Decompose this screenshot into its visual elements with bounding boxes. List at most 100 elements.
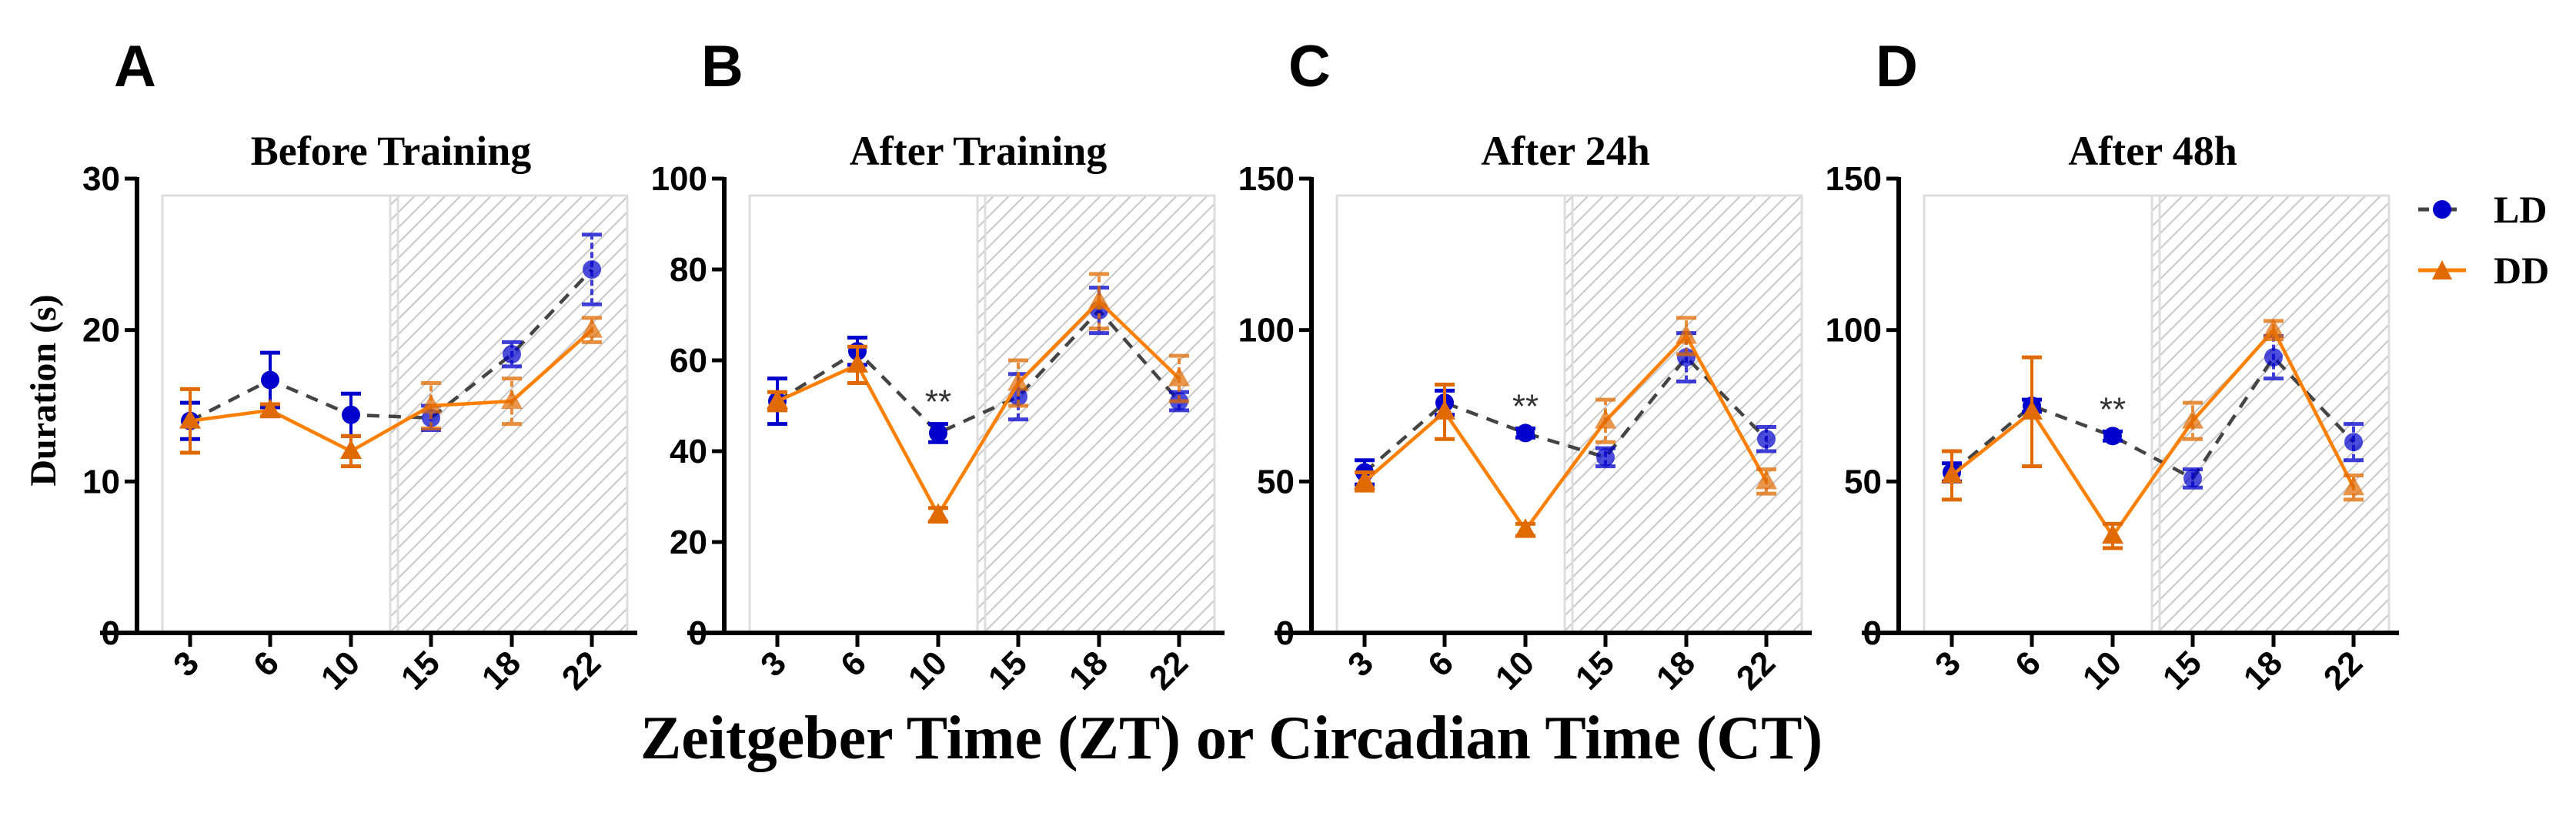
series-line xyxy=(1950,354,2355,481)
legend-label: LD xyxy=(2494,188,2547,231)
legend-label: DD xyxy=(2494,249,2549,292)
x-tick-label: 10 xyxy=(1488,644,1542,697)
y-tick-label: 150 xyxy=(1826,160,1882,198)
x-tick-label: 6 xyxy=(1421,644,1461,684)
panel-c: 0 50 100 150 3 6 10 15 18 22 ** After 24h C xyxy=(1238,34,1812,698)
y-tick-label: 50 xyxy=(1844,463,1882,500)
series-line xyxy=(1363,354,1768,474)
x-tick-label: 22 xyxy=(1729,644,1782,697)
dd-marker xyxy=(1515,518,1536,538)
x-tick-label: 18 xyxy=(475,644,528,697)
x-tick-label: 18 xyxy=(1062,644,1115,697)
x-tick-label: 10 xyxy=(901,644,954,697)
x-tick-label: 3 xyxy=(753,644,794,684)
dd-marker xyxy=(927,503,949,523)
series-line xyxy=(189,328,593,453)
dd-marker xyxy=(179,409,201,429)
x-tick-label: 10 xyxy=(314,644,367,697)
x-axis-title: Zeitgeber Time (ZT) or Circadian Time (C… xyxy=(640,704,1823,772)
ld-marker xyxy=(1516,423,1535,443)
y-tick-label: 0 xyxy=(102,614,120,652)
panel-letter: B xyxy=(701,34,743,99)
y-tick-label: 30 xyxy=(82,160,120,198)
legend-item-ld: LD xyxy=(2418,188,2547,231)
panel-title: After 48h xyxy=(2068,128,2237,174)
legend-item-dd: DD xyxy=(2418,249,2549,292)
error-bar xyxy=(2183,400,2203,441)
y-tick-label: 40 xyxy=(670,433,707,470)
series-dd xyxy=(179,316,603,469)
dd-marker xyxy=(2182,409,2203,429)
dd-marker xyxy=(2021,400,2043,420)
dd-marker xyxy=(1434,400,1455,420)
x-tick-label: 3 xyxy=(1928,644,1968,684)
y-tick-label: 0 xyxy=(1863,614,1882,652)
x-tick-label: 3 xyxy=(1341,644,1381,684)
legend: LD DD xyxy=(2418,188,2549,292)
significance-annotation: ** xyxy=(1512,388,1539,426)
ld-marker xyxy=(503,345,521,364)
ld-marker xyxy=(342,405,360,424)
x-tick-label: 6 xyxy=(834,644,874,684)
ld-marker xyxy=(2344,433,2363,452)
y-tick-label: 50 xyxy=(1257,463,1295,500)
dark-phase-region xyxy=(1563,194,1803,634)
panel-a: 0 10 20 30 3 6 10 15 18 22 Before Training A xyxy=(82,34,637,698)
ld-marker xyxy=(1596,447,1615,467)
y-axis-label: Duration (s) xyxy=(23,294,64,486)
x-tick-label: 15 xyxy=(394,644,447,697)
y-tick-label: 20 xyxy=(670,524,707,561)
panel-title: Before Training xyxy=(251,128,532,174)
ld-marker xyxy=(929,423,947,443)
panel-letter: D xyxy=(1876,34,1918,99)
dd-marker xyxy=(1354,470,1375,490)
dd-marker xyxy=(420,394,442,413)
legend-triangle-icon xyxy=(2432,260,2452,279)
dd-marker xyxy=(1007,371,1029,391)
series-line xyxy=(1950,326,2356,540)
dd-marker xyxy=(2102,524,2123,544)
series-line xyxy=(189,268,593,423)
dd-marker xyxy=(1168,366,1190,387)
dd-marker xyxy=(2343,476,2364,496)
dd-marker xyxy=(340,440,362,459)
y-tick-label: 20 xyxy=(82,312,120,350)
x-tick-label: 10 xyxy=(2076,644,2129,697)
dd-marker xyxy=(767,390,788,410)
y-tick-label: 80 xyxy=(670,251,707,289)
dd-marker xyxy=(501,390,523,410)
error-bar xyxy=(1676,316,1696,356)
dd-marker xyxy=(259,398,281,418)
series-line xyxy=(777,299,1181,519)
x-tick-label: 22 xyxy=(1142,644,1195,697)
x-tick-label: 15 xyxy=(1569,644,1622,697)
panel-letter: A xyxy=(114,34,156,99)
significance-annotation: ** xyxy=(2100,390,2126,428)
x-tick-label: 22 xyxy=(2317,644,2370,697)
dark-phase-region xyxy=(976,194,1216,634)
panel-title: After 24h xyxy=(1481,128,1649,174)
ld-marker xyxy=(2103,427,2122,446)
x-tick-label: 3 xyxy=(166,644,206,684)
light-phase-region xyxy=(748,194,979,634)
dd-marker xyxy=(847,353,868,373)
significance-annotation: ** xyxy=(925,383,951,421)
dd-marker xyxy=(1756,470,1777,490)
ld-marker xyxy=(2183,469,2202,488)
series-dd xyxy=(767,272,1190,524)
panel-letter: C xyxy=(1288,34,1331,99)
x-tick-label: 18 xyxy=(2237,644,2290,697)
x-tick-label: 6 xyxy=(2008,644,2048,684)
ld-marker xyxy=(261,370,279,390)
y-tick-label: 0 xyxy=(689,614,707,652)
x-tick-label: 15 xyxy=(981,644,1034,697)
y-tick-label: 150 xyxy=(1238,160,1295,198)
panel-title: After Training xyxy=(850,128,1108,174)
ld-marker xyxy=(2264,348,2283,367)
ld-marker xyxy=(1757,430,1776,449)
series-line xyxy=(1363,333,1768,534)
x-tick-label: 6 xyxy=(246,644,286,684)
y-tick-label: 60 xyxy=(670,342,707,380)
